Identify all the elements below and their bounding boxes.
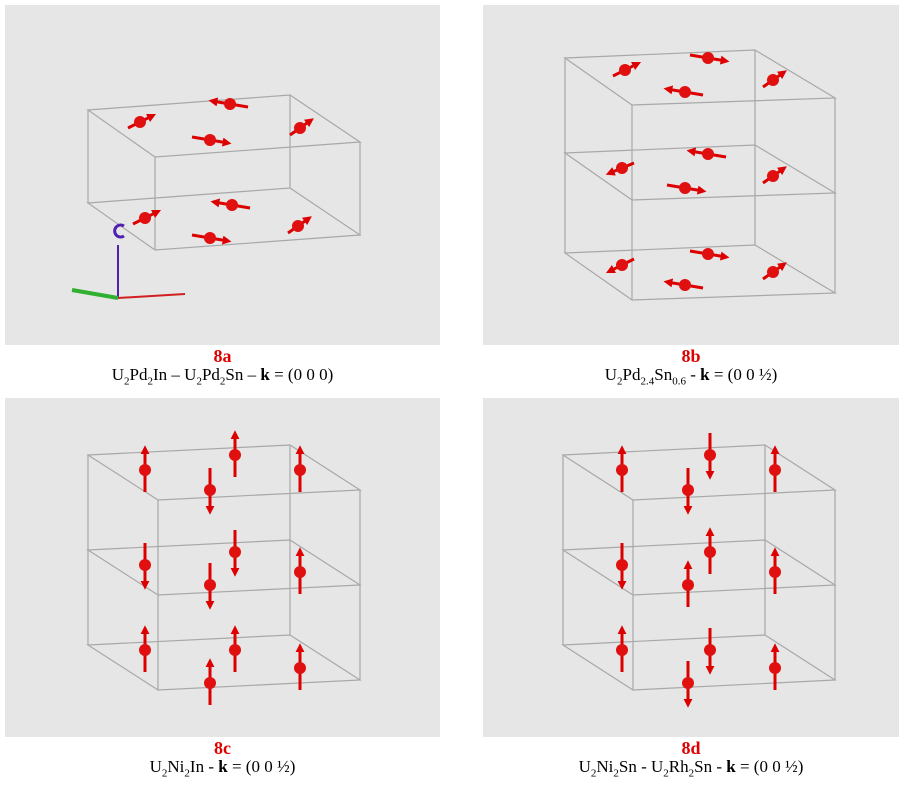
atom — [704, 449, 716, 461]
atom — [704, 644, 716, 656]
atom — [224, 98, 236, 110]
atom — [204, 484, 216, 496]
atom — [294, 662, 306, 674]
atom — [139, 644, 151, 656]
atom — [769, 662, 781, 674]
atom — [229, 449, 241, 461]
atom — [679, 182, 691, 194]
atom — [616, 559, 628, 571]
atom — [682, 579, 694, 591]
atom — [294, 464, 306, 476]
atom — [139, 212, 151, 224]
atom — [702, 52, 714, 64]
atom — [204, 134, 216, 146]
atom — [769, 566, 781, 578]
atom — [702, 248, 714, 260]
atom — [139, 559, 151, 571]
atom — [767, 266, 779, 278]
atom — [767, 74, 779, 86]
atom — [616, 259, 628, 271]
atom — [134, 116, 146, 128]
figure: 8aU2Pd2In – U2Pd2Sn – k = (0 0 0)8bU2Pd2… — [0, 0, 901, 797]
structures — [0, 0, 901, 797]
atom — [767, 170, 779, 182]
atom — [679, 279, 691, 291]
atom — [139, 464, 151, 476]
atom — [226, 199, 238, 211]
atom — [702, 148, 714, 160]
atom — [294, 566, 306, 578]
atom — [704, 546, 716, 558]
atom — [616, 644, 628, 656]
panel-image — [5, 5, 440, 345]
atom — [679, 86, 691, 98]
atom — [616, 464, 628, 476]
atom — [769, 464, 781, 476]
atom — [619, 64, 631, 76]
atom — [204, 232, 216, 244]
atom — [682, 484, 694, 496]
atom — [204, 677, 216, 689]
atom — [616, 162, 628, 174]
atom — [292, 220, 304, 232]
atom — [229, 644, 241, 656]
atom — [294, 122, 306, 134]
atom — [682, 677, 694, 689]
atom — [204, 579, 216, 591]
atom — [229, 546, 241, 558]
